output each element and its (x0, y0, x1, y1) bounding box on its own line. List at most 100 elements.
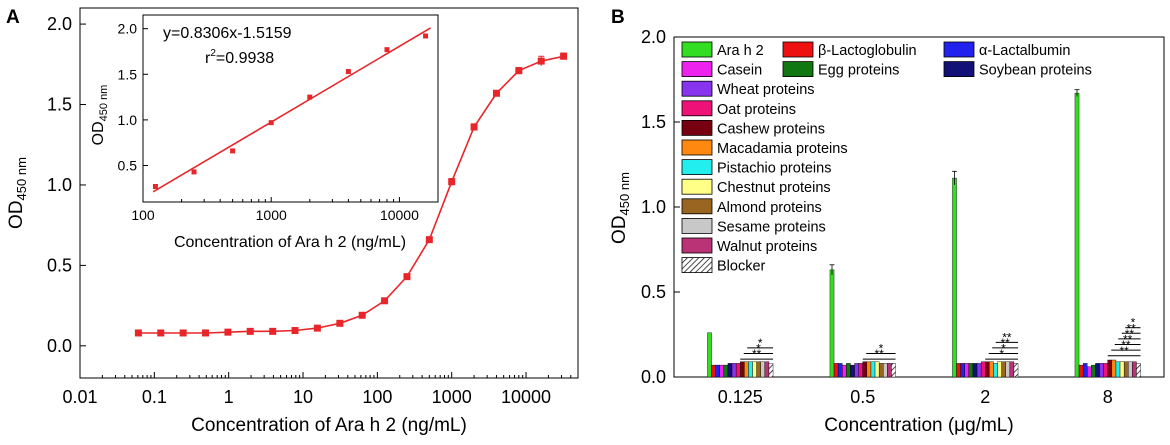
y-tick-label: 1.0 (641, 197, 666, 217)
data-point (224, 328, 232, 336)
legend-label: β-Lactoglobulin (818, 43, 917, 59)
inset-plot-frame (142, 14, 439, 203)
x-tick-label: 1 (224, 387, 234, 407)
y-tick-label: 0.0 (641, 367, 666, 387)
data-point (492, 89, 500, 97)
significance-mark: ** (1121, 338, 1131, 352)
legend-swatch (681, 139, 713, 156)
dose-response-curve (138, 55, 564, 334)
inset-data-point (384, 47, 390, 53)
bar (1005, 361, 1011, 378)
inset-y-label-sub: 450 nm (98, 85, 110, 122)
data-point (246, 327, 254, 335)
data-point (560, 52, 568, 60)
bar (748, 361, 753, 378)
data-point (202, 329, 210, 337)
y-tick-label: 1.0 (47, 175, 72, 195)
legend-swatch (681, 100, 713, 117)
bar (1107, 359, 1113, 378)
legend-label: Chestnut proteins (717, 180, 831, 196)
legend-swatch (681, 237, 713, 254)
bar (846, 363, 851, 378)
bar (711, 364, 716, 378)
bar (1115, 361, 1121, 378)
bar (870, 361, 876, 378)
x-tick-label: 0.1 (142, 387, 167, 407)
bar (723, 364, 729, 378)
bar (833, 363, 839, 378)
inset-y-tick-label: 1.5 (118, 66, 138, 82)
bar (1132, 361, 1137, 378)
bar (993, 363, 998, 378)
legend-label: Walnut proteins (717, 239, 817, 255)
significance-mark: * (879, 342, 884, 356)
legend-label: α-Lactalbumin (979, 43, 1070, 59)
x-tick-label: 1000 (432, 387, 472, 407)
bar (842, 364, 847, 378)
panel-b-y-label-sub: 450 nm (617, 172, 632, 215)
inset-data-point (191, 169, 197, 175)
data-point (134, 329, 142, 337)
panel-b-bars (707, 89, 1141, 378)
y-tick-label: 0.5 (641, 282, 666, 302)
y-tick-label: 0.5 (47, 255, 72, 275)
x-tick-label: 0.01 (62, 387, 97, 407)
x-tick-label: 2 (980, 387, 990, 407)
panel-b: B 0.0 0.5 1.0 1.5 2.0 0.125 0.5 2 8 Concentrati… (609, 7, 1165, 436)
data-point (381, 297, 389, 305)
bar (752, 361, 757, 378)
y-tick-label: 2.0 (641, 27, 666, 47)
panel-a-label: A (6, 7, 20, 28)
data-point (336, 319, 344, 327)
legend-swatch (681, 159, 713, 176)
bar (768, 363, 774, 378)
panel-b-significance: ******* ***************** (740, 316, 1141, 361)
inset-data-point (307, 94, 313, 100)
bar (727, 363, 733, 378)
bar (740, 361, 745, 378)
legend-label: Ara h 2 (717, 43, 764, 59)
data-point (358, 311, 366, 319)
data-point (291, 327, 299, 335)
significance-mark: ** (1123, 333, 1133, 347)
inset-r2-prefix: r (205, 50, 211, 67)
panel-a-inset: 0.5 1.0 1.5 2.0 100 1000 10000 Concentration … (90, 14, 439, 251)
inset-x-tick-label: 1000 (256, 207, 287, 223)
legend-label: Egg proteins (818, 63, 899, 79)
bar (1087, 366, 1092, 378)
bar (756, 361, 761, 378)
legend-swatch (681, 120, 713, 136)
inset-fit-equation: y=0.8306x-1.5159 (163, 25, 292, 42)
inset-y-tick-label: 0.5 (118, 158, 138, 174)
significance-mark: ** (1125, 327, 1135, 341)
x-tick-label: 10 (293, 387, 313, 407)
inset-data-point (230, 148, 236, 154)
panel-a-y-axis-label: OD450 nm (6, 157, 29, 229)
inset-y-label-main: OD (90, 121, 107, 145)
bar (1103, 363, 1108, 378)
legend-swatch (681, 80, 713, 97)
panel-a-y-label-sub: 450 nm (14, 157, 29, 200)
bar (891, 363, 896, 378)
panel-b-x-axis-label: Concentration (μg/mL) (824, 415, 1013, 436)
inset-x-axis-label: Concentration of Ara h 2 (ng/mL) (174, 234, 406, 251)
bar (764, 361, 770, 378)
bar (1095, 363, 1100, 378)
bar (862, 361, 868, 378)
legend-swatch (681, 257, 713, 274)
x-tick-label: 8 (1103, 387, 1113, 407)
panel-b-legend: Ara h 2 Casein Wheat proteins Oat proteins C… (681, 41, 1092, 275)
bar (731, 363, 737, 378)
panel-a-y-label-main: OD (6, 200, 27, 229)
data-point (425, 236, 433, 244)
bar (866, 361, 872, 378)
inset-data-point (268, 120, 274, 126)
significance-mark: ** (1002, 330, 1012, 344)
significance-mark: * (756, 342, 761, 356)
panel-a-x-axis-label: Concentration of Ara h 2 (ng/mL) (191, 415, 467, 436)
y-tick-label: 0.0 (47, 336, 72, 356)
bar (735, 363, 741, 378)
legend-swatch (681, 178, 713, 195)
fit-line (152, 27, 431, 193)
